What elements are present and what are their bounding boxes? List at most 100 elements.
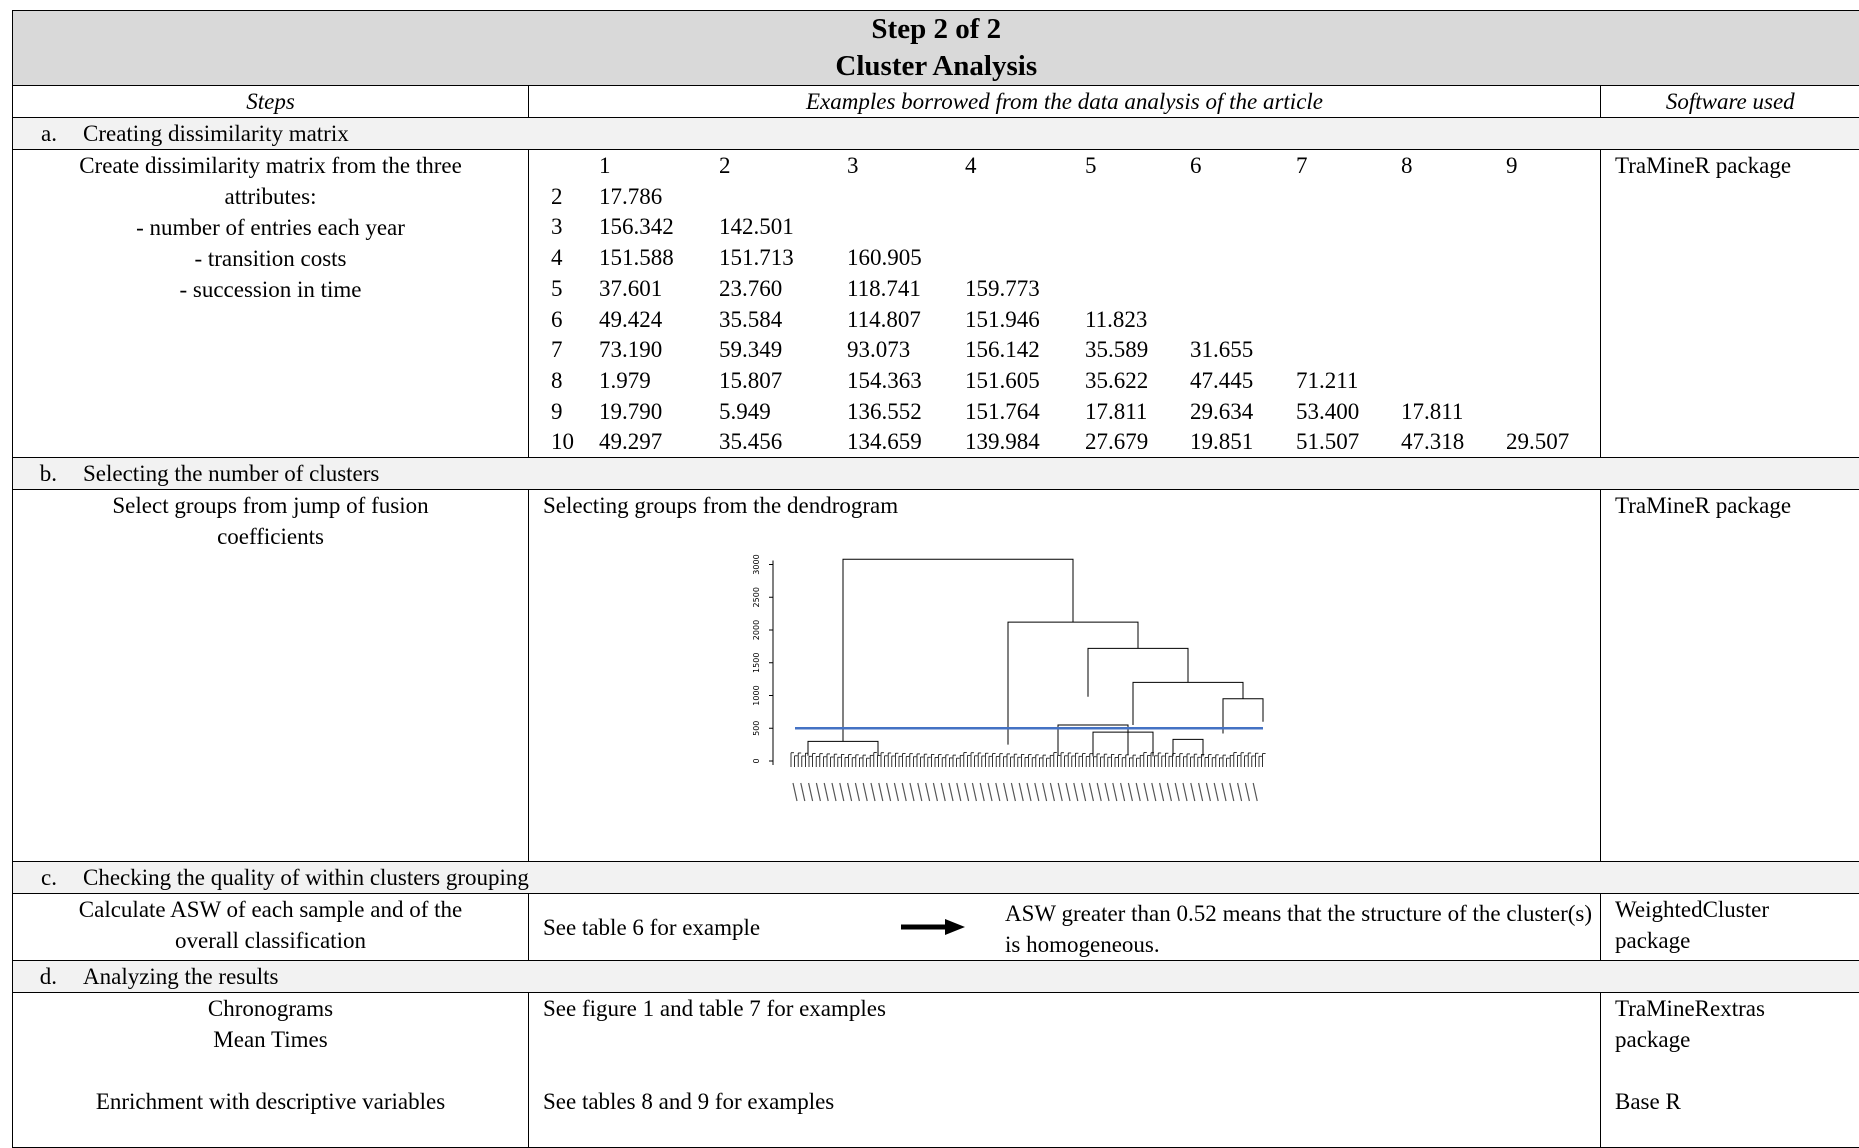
matrix-row-label: 4: [551, 242, 563, 273]
section-b-letter: b.: [13, 458, 57, 489]
matrix-cell: 5.949: [719, 396, 771, 427]
dendrogram-leaf-label: [980, 783, 984, 801]
dendrogram-leaf-label: [894, 783, 898, 801]
dendrogram-link: [1008, 622, 1138, 744]
matrix-row-label: 2: [551, 181, 563, 212]
matrix-cell: 154.363: [847, 365, 922, 396]
section-c-software: WeightedCluster package: [1601, 894, 1859, 961]
matrix-cell: 136.552: [847, 396, 922, 427]
matrix-cell: 35.622: [1085, 365, 1148, 396]
matrix-row-label: 6: [551, 304, 563, 335]
dendrogram-leaf-label: [1050, 783, 1054, 801]
dendrogram-leaf-label: [1027, 783, 1031, 801]
matrix-cell: 11.823: [1085, 304, 1147, 335]
dendrogram-leaf-label: [1214, 783, 1218, 801]
matrix-cell: 17.811: [1401, 396, 1463, 427]
dendrogram-leaf-label: [1066, 783, 1070, 801]
matrix-cell: 139.984: [965, 426, 1040, 457]
title-line-2: Cluster Analysis: [13, 48, 1859, 85]
matrix-cell: 23.760: [719, 273, 782, 304]
dendrogram-leaf-label: [1183, 783, 1187, 801]
matrix-col-header: 1: [599, 150, 611, 181]
dendrogram-leaf-label: [1019, 783, 1023, 801]
dendrogram-leaf-label: [1245, 783, 1249, 801]
dendrogram-y-tick-label: 1500: [752, 653, 761, 673]
matrix-cell: 118.741: [847, 273, 921, 304]
matrix-cell: 59.349: [719, 334, 782, 365]
matrix-cell: 37.601: [599, 273, 662, 304]
dendrogram-leaf-label: [957, 783, 961, 801]
dendrogram-leaf-label: [1152, 783, 1156, 801]
dendrogram-leaf-label: [1121, 783, 1125, 801]
dendrogram-leaf-label: [816, 783, 820, 801]
matrix-cell: 49.297: [599, 426, 662, 457]
dendrogram-link: [1088, 648, 1188, 696]
dendrogram-y-tick-label: 3000: [752, 554, 761, 574]
software-line: WeightedCluster: [1615, 894, 1859, 925]
matrix-col-header: 9: [1506, 150, 1518, 181]
matrix-col-header: 5: [1085, 150, 1097, 181]
dendrogram-leaf-label: [1191, 783, 1195, 801]
dendrogram-leaf-label: [1082, 783, 1086, 801]
dendrogram-leaf-label: [1097, 783, 1101, 801]
step-line: Chronograms: [13, 993, 528, 1024]
dendrogram-leaf-label: [887, 783, 891, 801]
arrow-right-icon: [899, 916, 969, 938]
matrix-cell: 53.400: [1296, 396, 1359, 427]
matrix-cell: 151.588: [599, 242, 674, 273]
dendrogram-leaf-label: [1175, 783, 1179, 801]
dendrogram-leaf-label: [1035, 783, 1039, 801]
dendrogram-leaf-label: [1074, 783, 1078, 801]
section-b-title: Selecting the number of clusters: [83, 458, 379, 489]
dendrogram-leaf-label: [933, 783, 937, 801]
matrix-row-label: 10: [551, 426, 574, 457]
dendrogram-link: [808, 741, 878, 755]
matrix-cell: 160.905: [847, 242, 922, 273]
matrix-row-label: 3: [551, 211, 563, 242]
cluster-analysis-table: Step 2 of 2 Cluster Analysis Steps Examp…: [12, 10, 1859, 1148]
matrix-cell: 19.851: [1190, 426, 1253, 457]
step-line: - succession in time: [13, 274, 528, 305]
matrix-cell: 71.211: [1296, 365, 1358, 396]
step-line: attributes:: [13, 181, 528, 212]
software-line: TraMineRextras: [1615, 993, 1859, 1024]
results-example-2: See tables 8 and 9 for examples: [543, 1086, 1600, 1117]
section-d-example: See figure 1 and table 7 for examples Se…: [529, 993, 1601, 1148]
dendrogram-leaf-label: [902, 783, 906, 801]
matrix-cell: 35.589: [1085, 334, 1148, 365]
dendrogram-leaf-label: [949, 783, 953, 801]
step-line: Create dissimilarity matrix from the thr…: [13, 150, 528, 181]
matrix-row-label: 5: [551, 273, 563, 304]
matrix-cell: 159.773: [965, 273, 1040, 304]
section-b-header: b. Selecting the number of clusters: [13, 458, 1859, 490]
matrix-cell: 156.342: [599, 211, 674, 242]
matrix-row-label: 8: [551, 365, 563, 396]
header-software: Software used: [1601, 86, 1859, 118]
step-line: overall classification: [13, 925, 528, 956]
dendrogram-leaf-label: [809, 783, 813, 801]
matrix-cell: 35.456: [719, 426, 782, 457]
dendrogram-leaf-label: [1160, 783, 1164, 801]
dendrogram-leaf-label: [824, 783, 828, 801]
header-steps: Steps: [13, 86, 529, 118]
section-c-step: Calculate ASW of each sample and of the …: [13, 894, 529, 961]
dendrogram-leaf-label: [848, 783, 852, 801]
dendrogram-leaf-label: [1011, 783, 1015, 801]
dendrogram-leaf-label: [793, 783, 797, 801]
dendrogram-link: [1133, 682, 1243, 725]
step-line: - number of entries each year: [13, 212, 528, 243]
matrix-col-header: 7: [1296, 150, 1308, 181]
software-line: Base R: [1615, 1086, 1859, 1117]
results-example-1: See figure 1 and table 7 for examples: [543, 993, 1600, 1024]
header-examples: Examples borrowed from the data analysis…: [529, 86, 1601, 118]
dendrogram-leaf-label: [988, 783, 992, 801]
dendrogram-y-tick-label: 2500: [752, 587, 761, 607]
section-b-software: TraMineR package: [1601, 490, 1859, 862]
section-d-software: TraMineRextras package Base R: [1601, 993, 1859, 1148]
matrix-cell: 29.507: [1506, 426, 1569, 457]
section-c-letter: c.: [13, 862, 57, 893]
dendrogram-leaf-label: [871, 783, 875, 801]
section-d-title: Analyzing the results: [83, 961, 278, 992]
